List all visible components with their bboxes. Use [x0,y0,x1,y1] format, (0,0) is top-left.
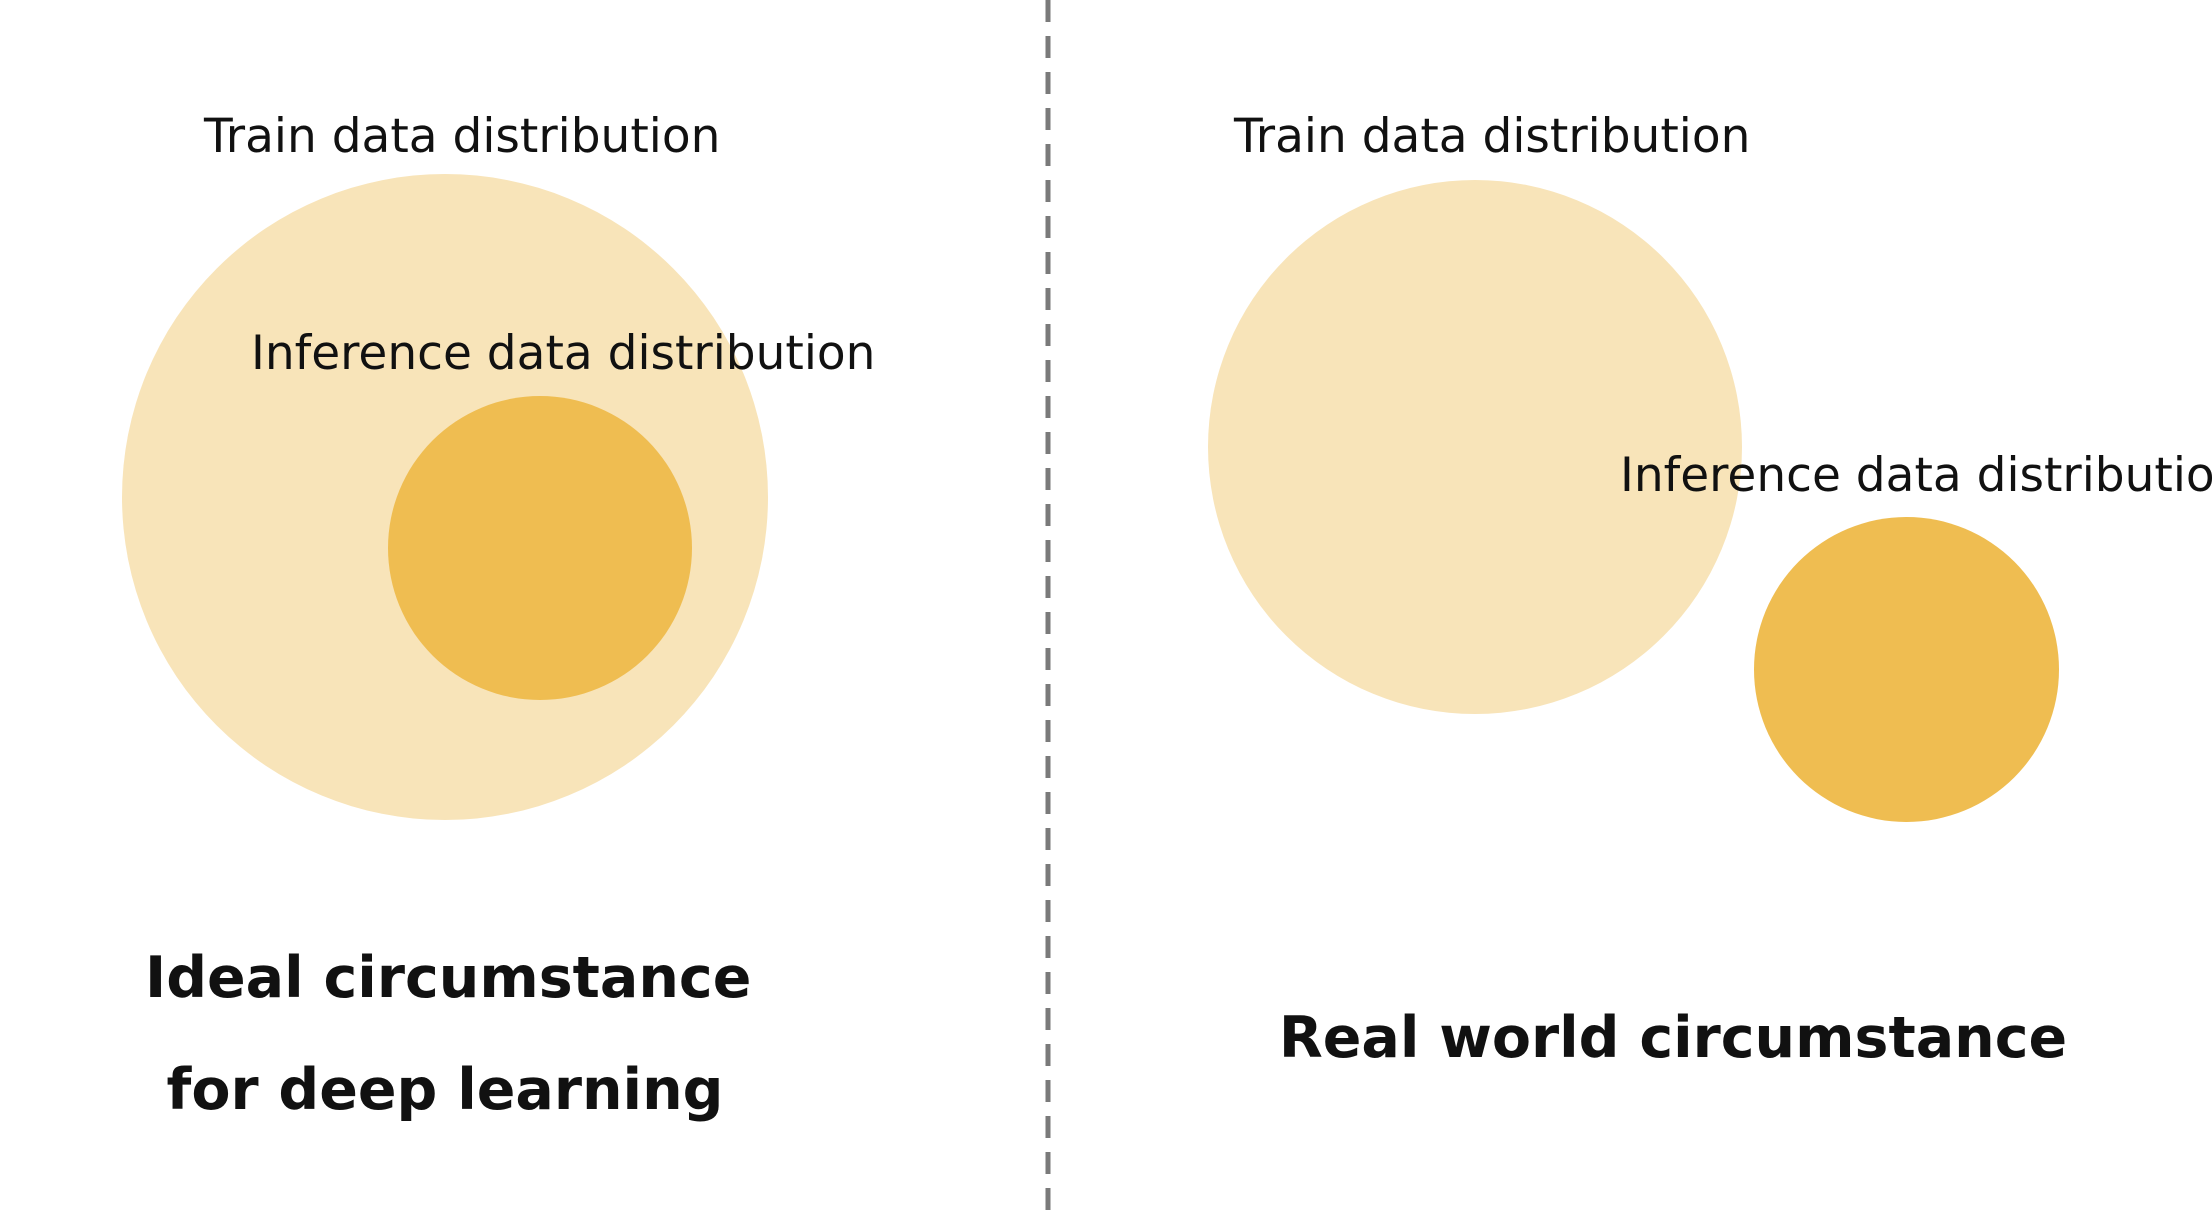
left-inference-distribution-circle [388,396,692,700]
left-caption-line1: Ideal circumstance [145,945,752,1011]
panel-divider [1045,0,1051,1218]
right-inference-label: Inference data distribution [1620,448,2212,503]
left-caption-line2: for deep learning [166,1057,724,1123]
right-train-distribution-circle [1208,180,1742,714]
right-train-label: Train data distribution [1234,109,1751,164]
left-inference-label: Inference data distribution [251,326,876,381]
right-caption: Real world circumstance [1278,1005,2068,1071]
left-train-label: Train data distribution [204,109,721,164]
right-inference-distribution-circle [1754,517,2059,822]
